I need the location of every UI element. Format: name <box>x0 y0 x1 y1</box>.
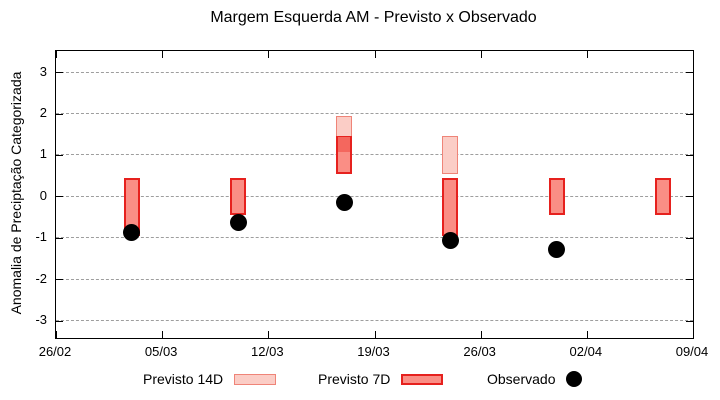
legend-label-previsto-7d: Previsto 7D <box>318 371 391 387</box>
previsto-7d-box <box>548 177 565 215</box>
gridline <box>56 237 693 239</box>
y-tick-label: -1 <box>35 229 47 245</box>
x-tick-mark <box>56 331 57 338</box>
gridline <box>56 278 693 280</box>
y-tick-mark <box>56 320 63 322</box>
x-tick-label: 26/03 <box>463 344 496 359</box>
observado-point <box>335 193 353 211</box>
x-tick-mark <box>693 51 694 58</box>
x-tick-label: 02/04 <box>569 344 603 359</box>
gridline <box>56 71 693 73</box>
x-tick-mark <box>586 51 588 58</box>
legend-label-previsto-14d: Previsto 14D <box>143 371 224 387</box>
y-tick-mark <box>56 237 63 239</box>
y-tick-mark <box>686 72 693 74</box>
x-tick-mark <box>268 51 270 58</box>
x-tick-label: 26/02 <box>38 344 72 359</box>
y-tick-mark <box>56 154 63 156</box>
x-tick-mark <box>162 51 164 58</box>
y-tick-mark <box>686 154 693 156</box>
y-tick-label: 0 <box>39 187 47 203</box>
y-tick-label: 2 <box>39 105 47 121</box>
previsto-7d-swatch <box>401 373 444 385</box>
observado-point <box>441 232 459 250</box>
x-tick-mark <box>56 51 57 58</box>
x-tick-mark <box>693 331 694 338</box>
gridline <box>56 195 693 197</box>
observado-point <box>123 224 141 242</box>
observado-swatch-dot <box>566 371 583 387</box>
y-tick-mark <box>56 72 63 74</box>
chart-title: Margem Esquerda AM - Previsto x Observad… <box>210 9 537 26</box>
y-tick-mark <box>56 196 63 198</box>
y-tick-mark <box>686 196 693 198</box>
legend-item-previsto-14d: Previsto 14D <box>143 369 277 389</box>
legend-label-observado: Observado <box>487 371 556 387</box>
plot-area <box>55 50 694 339</box>
gridline <box>56 320 693 322</box>
x-tick-label: 05/03 <box>144 344 178 359</box>
y-tick-label: -3 <box>35 312 47 328</box>
x-tick-mark <box>374 331 376 338</box>
x-tick-mark <box>480 331 482 338</box>
x-tick-mark <box>268 331 270 338</box>
legend-item-previsto-7d: Previsto 7D <box>318 369 444 389</box>
gridline <box>56 113 693 115</box>
x-tick-label: 09/04 <box>675 344 709 359</box>
y-tick-mark <box>686 113 693 115</box>
y-tick-label: 3 <box>39 63 47 79</box>
y-tick-mark <box>56 113 63 115</box>
x-tick-mark <box>374 51 376 58</box>
y-tick-label: -2 <box>35 270 47 286</box>
x-tick-mark <box>162 331 164 338</box>
x-tick-mark <box>480 51 482 58</box>
observado-point <box>548 240 565 258</box>
previsto-14d-swatch <box>234 373 277 385</box>
previsto-14d-box <box>442 136 459 174</box>
y-tick-label: 1 <box>39 146 47 162</box>
y-tick-mark <box>686 279 693 281</box>
previsto-overlap-region <box>338 137 351 152</box>
x-tick-label: 19/03 <box>357 344 390 359</box>
observado-point <box>229 213 247 231</box>
y-tick-mark <box>686 237 693 239</box>
y-tick-mark <box>686 320 693 322</box>
x-tick-label: 12/03 <box>251 344 284 359</box>
previsto-7d-box <box>230 177 246 215</box>
x-tick-mark <box>586 331 588 338</box>
gridline <box>56 154 693 156</box>
previsto-7d-box <box>442 177 459 236</box>
y-tick-mark <box>56 279 63 281</box>
previsto-7d-box <box>654 177 671 215</box>
legend-item-observado: Observado <box>487 369 583 389</box>
